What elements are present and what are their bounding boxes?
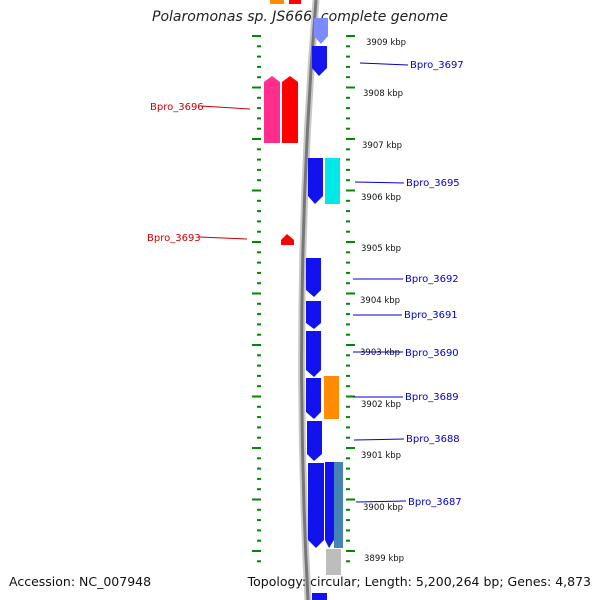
gene-label-text[interactable]: Bpro_3697	[410, 60, 464, 71]
gene-gray-bottom[interactable]	[326, 549, 341, 575]
scale-label: 3906 kbp	[361, 193, 401, 203]
gene-orange-top[interactable]	[270, 0, 284, 4]
gene-label-bpro-3696[interactable]: Bpro_3696	[150, 102, 251, 113]
scale-labels: 3909 kbp 3908 kbp 3907 kbp 3906 kbp 3905 kbp…	[360, 38, 406, 564]
gene-bpro-3695-cyan[interactable]	[325, 158, 340, 204]
gene-label-bpro-3690[interactable]: Bpro_3690	[353, 348, 459, 359]
gene-label-bpro-3688[interactable]: Bpro_3688	[353, 434, 460, 445]
gene-label-text[interactable]: Bpro_3688	[406, 434, 460, 445]
scale-label: 3908 kbp	[363, 89, 403, 99]
scale-label: 3905 kbp	[361, 244, 401, 254]
scale-label: 3901 kbp	[361, 451, 401, 461]
gene-forward-top-a[interactable]	[314, 18, 328, 44]
accession-text: Accession: NC_007948	[9, 574, 152, 589]
topology-text: Topology: circular; Length: 5,200,264 bp…	[247, 574, 591, 589]
leader-line	[355, 500, 407, 503]
leader-line	[353, 438, 405, 441]
tick-column-right	[346, 35, 355, 563]
gene-label-bpro-3691[interactable]: Bpro_3691	[353, 310, 458, 321]
gene-forward-bottom[interactable]	[312, 593, 327, 600]
gene-labels[interactable]: Bpro_3697 Bpro_3696 Bpro_3695 Bpro_3693 Bpro…	[147, 60, 464, 508]
gene-label-text[interactable]: Bpro_3692	[405, 274, 459, 285]
gene-label-bpro-3693[interactable]: Bpro_3693	[147, 233, 248, 244]
gene-label-text[interactable]: Bpro_3690	[405, 348, 459, 359]
gene-bpro-3692[interactable]	[306, 258, 321, 297]
scale-label: 3907 kbp	[362, 141, 402, 151]
gene-features[interactable]	[264, 0, 343, 600]
genome-title: Polaromonas sp. JS666, complete genome	[152, 9, 448, 25]
gene-bpro-3696-pink[interactable]	[264, 76, 280, 143]
gene-bpro-3687-steel[interactable]	[334, 462, 343, 548]
gene-label-text[interactable]: Bpro_3691	[404, 310, 458, 321]
gene-forward-top-b[interactable]	[312, 46, 327, 76]
gene-bpro-3687[interactable]	[308, 463, 324, 548]
leader-line	[359, 62, 409, 66]
gene-label-text[interactable]: Bpro_3687	[408, 497, 462, 508]
gene-bpro-3690[interactable]	[306, 331, 321, 377]
gene-label-bpro-3687[interactable]: Bpro_3687	[355, 497, 462, 508]
gene-bpro-3696-red[interactable]	[282, 76, 298, 143]
gene-bpro-3689-orange[interactable]	[324, 376, 339, 419]
leader-line	[200, 105, 251, 110]
gene-bpro-3689[interactable]	[306, 378, 321, 419]
scale-label: 3909 kbp	[366, 38, 406, 48]
scale-label: 3903 kbp	[360, 348, 400, 358]
gene-bpro-3691[interactable]	[306, 301, 321, 329]
tick-column-left	[252, 35, 261, 563]
scale-label: 3899 kbp	[364, 554, 404, 564]
gene-bpro-3688[interactable]	[307, 421, 322, 461]
gene-label-bpro-3697[interactable]: Bpro_3697	[359, 60, 464, 71]
gene-label-text[interactable]: Bpro_3693	[147, 233, 201, 244]
scale-label: 3902 kbp	[361, 400, 401, 410]
gene-label-bpro-3689[interactable]: Bpro_3689	[353, 392, 459, 403]
gene-bpro-3687-blue[interactable]	[325, 462, 334, 548]
scale-label: 3904 kbp	[360, 296, 400, 306]
genome-backbone-core	[300, 0, 318, 600]
gene-label-text[interactable]: Bpro_3689	[405, 392, 459, 403]
gene-label-bpro-3695[interactable]: Bpro_3695	[354, 178, 460, 189]
leader-line	[354, 181, 405, 184]
gene-red-top[interactable]	[289, 0, 301, 4]
gene-label-bpro-3692[interactable]: Bpro_3692	[353, 274, 459, 285]
gene-label-text[interactable]: Bpro_3696	[150, 102, 204, 113]
gene-label-text[interactable]: Bpro_3695	[406, 178, 460, 189]
scale-label: 3900 kbp	[363, 503, 403, 513]
leader-line	[198, 236, 248, 240]
gene-bpro-3693[interactable]	[281, 234, 294, 245]
gene-bpro-3695[interactable]	[308, 158, 323, 204]
